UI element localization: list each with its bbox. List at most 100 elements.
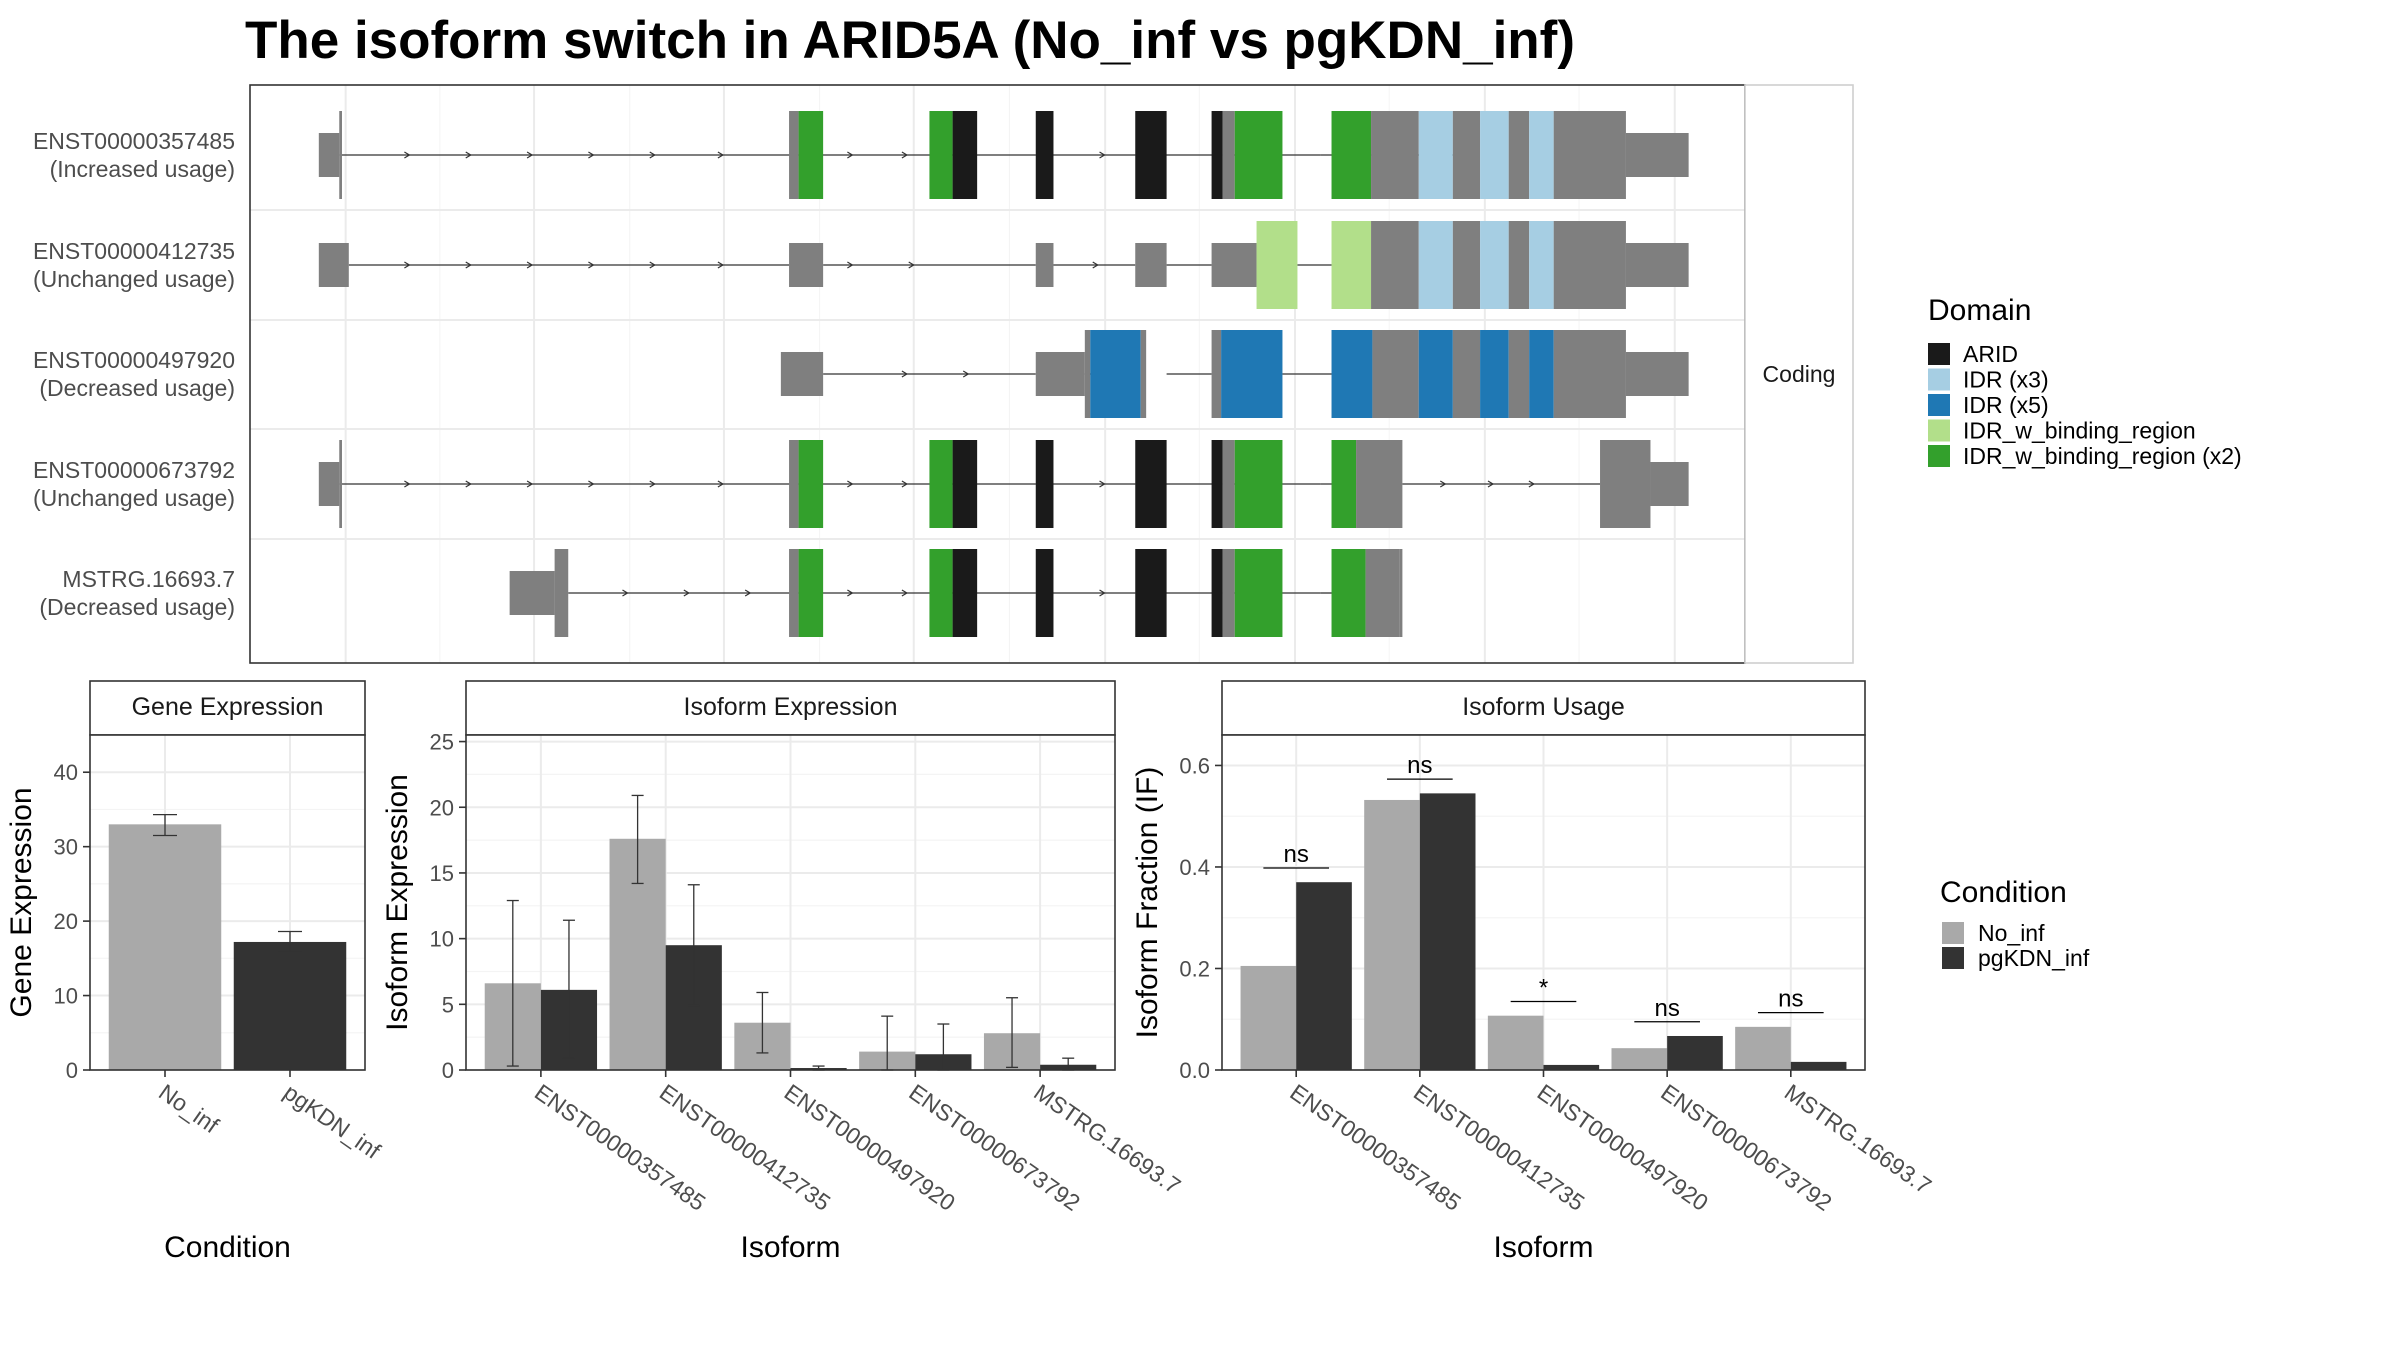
panel-border — [89, 734, 366, 1071]
x-tick-label: pgKDN_inf — [279, 1079, 386, 1164]
domain-idr-w-binding-region-x2- — [1331, 549, 1366, 637]
condition-legend-label: pgKDN_inf — [1978, 945, 2090, 971]
transcript-ENST00000357485 — [318, 111, 1689, 199]
domain-idr-x5- — [1480, 330, 1509, 418]
figure-title: The isoform switch in ARID5A (No_inf vs … — [245, 11, 1575, 70]
domain-idr-w-binding-region-x2- — [1234, 111, 1283, 199]
strand-arrow — [901, 480, 909, 488]
strand-arrow — [526, 261, 534, 269]
coding-exon — [1600, 440, 1651, 528]
domain-idr-w-binding-region — [1331, 221, 1372, 309]
coding-exon — [1211, 330, 1222, 418]
transcript-usage-label: (Unchanged usage) — [33, 266, 235, 292]
y-axis-title: Isoform Fraction (IF) — [1131, 767, 1164, 1039]
domain-arid — [952, 111, 978, 199]
strand-arrow — [1099, 151, 1106, 159]
x-axis-title: Isoform — [1493, 1231, 1593, 1264]
y-tick-label: 0 — [442, 1058, 454, 1083]
strand-arrow — [1528, 480, 1536, 488]
coding-exon — [1356, 440, 1403, 528]
coding-exon — [1399, 549, 1403, 637]
domain-idr-w-binding-region-x2- — [1234, 440, 1283, 528]
y-tick-label: 0.6 — [1179, 753, 1210, 778]
coding-exon — [789, 549, 799, 637]
transcript-label: ENST00000497920 — [33, 347, 235, 373]
y-tick-label: 20 — [54, 909, 78, 934]
coding-exon — [1222, 111, 1235, 199]
transcript-ENST00000497920 — [780, 330, 1689, 418]
transcript-usage-label: (Decreased usage) — [39, 375, 235, 401]
utr-exon — [789, 243, 824, 287]
strand-arrow — [465, 151, 472, 159]
domain-legend-label: IDR_w_binding_region (x2) — [1963, 443, 2242, 469]
strand-arrow — [683, 589, 690, 597]
bar-No_inf — [1364, 799, 1420, 1070]
bar-pgKDN_inf — [1790, 1061, 1847, 1070]
coding-exon — [1553, 330, 1626, 418]
transcript-label: MSTRG.16693.7 — [62, 566, 235, 592]
y-tick-label: 25 — [430, 730, 454, 755]
strand-arrow — [649, 151, 656, 159]
strand-arrow — [901, 151, 909, 159]
x-axis-title: Isoform — [740, 1231, 840, 1264]
transcript-label: ENST00000357485 — [33, 128, 235, 154]
domain-idr-x3- — [1480, 111, 1509, 199]
bar-No_inf — [1735, 1026, 1791, 1070]
bar-pgKDN_inf — [1296, 882, 1352, 1070]
bar-No_inf — [108, 824, 222, 1070]
coding-exon — [1365, 549, 1400, 637]
utr-exon — [780, 352, 824, 396]
domain-idr-w-binding-region — [1277, 221, 1298, 309]
bar-pgKDN_inf — [1543, 1064, 1600, 1070]
strand-arrow — [588, 151, 595, 159]
coding-exon — [339, 440, 342, 528]
strand-arrow — [1439, 480, 1447, 488]
significance-label: ns — [1654, 995, 1679, 1022]
strand-arrow — [526, 480, 534, 488]
domain-legend-label: IDR (x3) — [1963, 367, 2049, 393]
utr-exon — [1035, 352, 1085, 396]
strand-arrow — [404, 151, 411, 159]
condition-legend-title: Condition — [1940, 876, 2067, 909]
domain-arid — [952, 440, 978, 528]
domain-arid — [1035, 440, 1054, 528]
strip-label: Isoform Usage — [1462, 693, 1625, 721]
strand-arrow — [622, 589, 629, 597]
utr-exon — [1211, 243, 1257, 287]
strand-arrow — [1099, 480, 1106, 488]
y-tick-label: 0.2 — [1179, 956, 1210, 981]
domain-idr-x5- — [1090, 330, 1141, 418]
coding-exon — [1371, 111, 1419, 199]
significance-label: ns — [1284, 841, 1309, 868]
domain-idr-w-binding-region-x2- — [798, 440, 824, 528]
bar-pgKDN_inf — [1667, 1035, 1723, 1070]
domain-arid — [952, 549, 978, 637]
domain-legend-key — [1928, 394, 1950, 416]
domain-legend-key — [1928, 419, 1950, 442]
coding-exon — [1553, 111, 1626, 199]
y-tick-label: 30 — [54, 835, 78, 860]
y-tick-label: 0 — [66, 1058, 78, 1083]
strand-arrow — [901, 589, 909, 597]
coding-exon — [1452, 111, 1481, 199]
strip-label: Gene Expression — [132, 693, 324, 721]
strip-background — [89, 680, 366, 736]
domain-idr-w-binding-region-x2- — [798, 111, 824, 199]
condition-legend-label: No_inf — [1978, 920, 2045, 946]
y-tick-label: 0.4 — [1179, 855, 1210, 880]
strip-background — [1221, 680, 1866, 736]
gene-expression-panel: Gene Expression 0 10 20 30 40 No_inf pgKDN_inf C… — [5, 680, 386, 1264]
domain-legend-label: ARID — [1963, 341, 2018, 367]
coding-exon — [1508, 221, 1530, 309]
domain-idr-x3- — [1418, 221, 1453, 309]
coding-exon — [1140, 330, 1147, 418]
bar-pgKDN_inf — [1419, 793, 1476, 1070]
y-tick-label: 10 — [430, 927, 454, 952]
y-tick-label: 0.0 — [1179, 1058, 1210, 1083]
coding-exon — [1222, 549, 1235, 637]
strand-arrow — [847, 261, 854, 269]
strand-arrow — [526, 151, 534, 159]
coding-exon — [1452, 330, 1481, 418]
domain-idr-w-binding-region — [1256, 221, 1278, 309]
